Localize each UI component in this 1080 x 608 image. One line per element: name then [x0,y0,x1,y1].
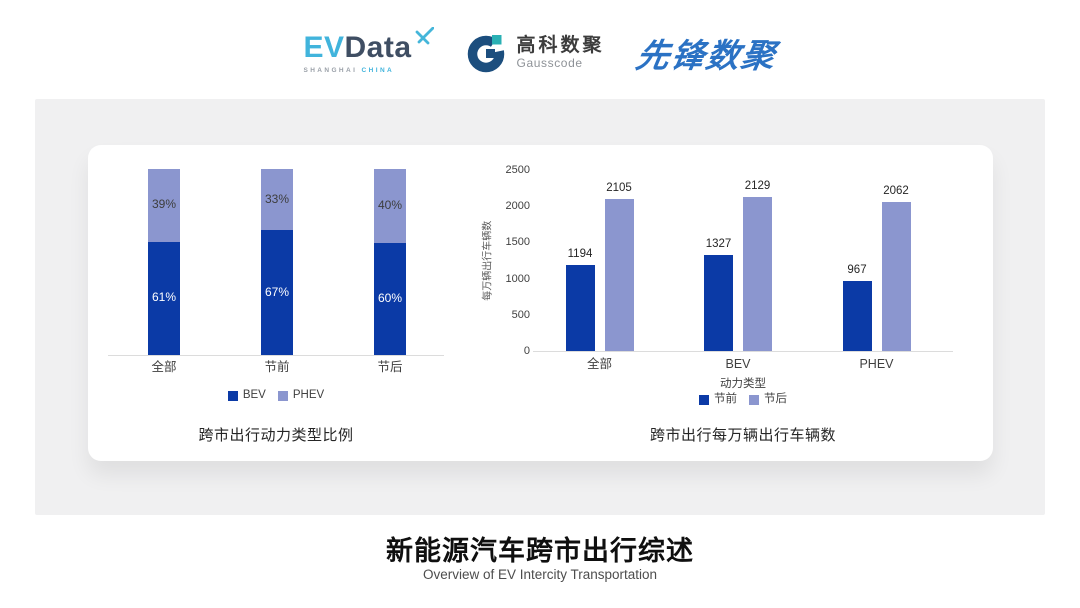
legend-item: PHEV [277,389,325,402]
left-chart-title: 跨市出行动力类型比例 [198,427,354,444]
evdata-logo: EV Data SHANGHAI CHINA [303,26,434,74]
gausscode-cn-text: 高科数聚 [516,35,605,57]
category-label: BEV [725,357,751,371]
bar [604,198,634,351]
bar-value-label: 2129 [744,179,771,192]
legend-label: PHEV [292,389,325,401]
y-tick-label: 2000 [505,200,530,213]
legend-item: 节前 [699,393,737,406]
category-label: 节后 [377,360,403,374]
bar-value-label: 2062 [883,184,909,197]
bar [881,201,911,351]
legend-swatch [749,394,759,405]
category-label: PHEV [859,357,894,371]
right-chart-title: 跨市出行每万辆出行车辆数 [649,427,836,444]
bar-segment-bev [148,241,180,355]
legend-swatch [699,394,709,405]
evdata-ev-text: EV [303,30,345,64]
legend-label: 节后 [764,393,787,405]
segment-value-label: 60% [377,291,403,306]
gausscode-logo: 高科数聚 Gausscode [466,32,605,74]
bar-segment-phev [148,169,180,242]
x-axis-title: 动力类型 [720,378,766,390]
legend-item: BEV [227,389,266,402]
bar [743,196,772,351]
y-tick-label: 2500 [505,164,530,176]
legend-item: 节后 [749,393,787,406]
bar [565,264,595,351]
main-title: 新能源汽车跨市出行综述 [386,536,694,566]
legend-swatch [227,390,238,401]
bar-segment-phev [261,169,293,231]
bar [842,281,872,351]
evdata-china-text: CHINA [361,66,395,74]
bar-value-label: 1327 [705,237,732,250]
segment-value-label: 61% [151,290,177,305]
x-axis-line [533,351,953,352]
segment-value-label: 39% [151,197,177,212]
pioneer-logo: 先锋数聚 [632,37,780,74]
x-axis-line [108,355,444,356]
segment-value-label: 40% [377,198,403,213]
evdata-subtitle: SHANGHAI CHINA [303,67,433,74]
gausscode-wordmark: 高科数聚 Gausscode [517,35,605,71]
bar-value-label: 1194 [567,247,593,260]
evdata-data-text: Data [344,30,412,64]
header-logos: EV Data SHANGHAI CHINA 高科数聚 Gausscode 先锋… [0,22,1080,84]
category-label: 节前 [264,360,290,374]
y-tick-label: 1500 [505,236,530,249]
legend-swatch [277,390,288,401]
bar-segment-bev [261,230,293,355]
legend-label: BEV [242,389,266,401]
bar [704,254,733,351]
category-label: 全部 [151,360,177,374]
main-subtitle: Overview of EV Intercity Transportation [422,567,658,582]
gausscode-en-text: Gausscode [516,56,583,71]
charts-card: 跨市出行动力类型比例 跨市出行每万辆出行车辆数 39% 61% 全部 33% 67% 节前… [88,145,993,461]
segment-value-label: 33% [264,191,290,206]
y-tick-label: 1000 [505,272,530,285]
evdata-wordmark: EV Data [303,26,434,64]
pinwheel-x-icon [415,26,434,44]
segment-value-label: 67% [264,284,290,299]
bar-value-label: 967 [847,264,867,276]
bar-segment-phev [374,169,406,244]
bar-value-label: 2105 [606,181,632,194]
y-tick-label: 0 [523,345,530,357]
charts-panel: 跨市出行动力类型比例 跨市出行每万辆出行车辆数 39% 61% 全部 33% 67% 节前… [35,99,1045,515]
legend: BEV PHEV [108,389,444,402]
y-tick-label: 500 [511,308,530,321]
y-axis-title: 每万辆出行车辆数 [482,220,494,301]
legend: 节前 节后 [533,393,953,406]
legend-label: 节前 [714,393,737,405]
gausscode-g-icon [467,35,508,73]
bar-segment-bev [374,243,406,355]
evdata-shanghai-text: SHANGHAI [303,66,358,74]
category-label: 全部 [586,357,612,371]
